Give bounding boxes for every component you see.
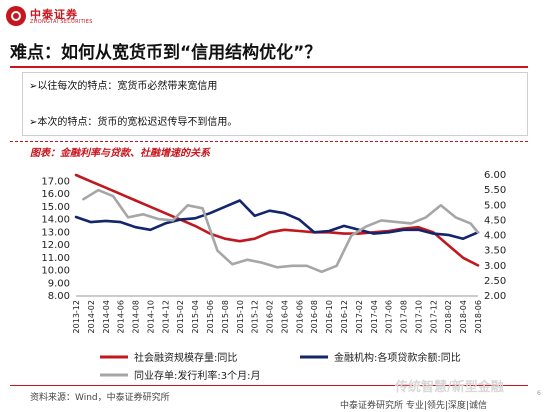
x-axis-tick-label: 2014-04 [102,300,111,333]
left-axis-tick-label: 9.00 [48,278,70,289]
legend-label-3: 同业存单:发行利率:3个月:月 [134,369,260,382]
series-line-1 [74,173,480,267]
x-axis-tick-label: 2014-10 [146,300,155,333]
x-axis-tick-label: 2016-06 [295,300,304,333]
x-axis-tick-label: 2014-06 [117,300,126,333]
logo-icon [6,6,26,26]
footer-tagline: 中泰证券研究所 专业|领先|深度|诚信 [340,401,487,411]
watermark: 传统智慧/新型金融 [395,380,504,395]
source-note: 资料来源：Wind，中泰证券研究所 [30,393,170,403]
left-axis-tick-label: 12.00 [41,240,70,251]
series-line-2 [74,199,480,240]
x-axis-tick-label: 2016-12 [340,300,349,333]
slide-title: 难点：如何从宽货币到“信用结构优化”？ [10,43,322,63]
legend-label-1: 社会融资规模存量:同比 [134,351,237,364]
x-axis-tick-label: 2018-06 [474,300,483,333]
left-axis-tick-label: 15.00 [41,202,70,213]
x-axis-tick-label: 2015-10 [236,300,245,333]
bullet-item: ➢以往每次的特点：宽货币必然带来宽信用 [29,81,218,92]
x-axis-tick-label: 2016-02 [266,300,275,333]
x-axis-tick-label: 2015-08 [221,300,230,333]
left-axis-tick-label: 16.00 [41,189,70,200]
x-axis-tick-label: 2017-10 [414,300,423,333]
bullet-item: ➢本次的特点：货币的宽松迟迟传导不到信用。 [29,117,238,128]
x-axis-tick-label: 2017-06 [385,300,394,333]
figure-divider [10,141,528,142]
bullet-box: ➢以往每次的特点：宽货币必然带来宽信用 ➢本次的特点：货币的宽松迟迟传导不到信用… [22,72,528,136]
x-axis-tick-label: 2016-04 [280,300,289,333]
x-axis-tick-label: 2014-08 [132,300,141,333]
x-axis-tick-label: 2015-04 [191,300,200,333]
right-axis-tick-label: 3.00 [484,261,506,272]
header-bar: 中泰证券 ZHONGTAI SECURITIES [0,0,550,28]
x-axis-tick-label: 2014-02 [87,300,96,333]
x-axis-tick-label: 2018-02 [444,300,453,333]
x-axis-tick-label: 2015-06 [206,300,215,333]
right-axis-tick-label: 5.50 [484,185,506,196]
left-axis-tick-label: 17.00 [41,176,70,187]
company-logo: 中泰证券 ZHONGTAI SECURITIES [6,6,121,28]
logo-subtitle: ZHONGTAI SECURITIES [30,19,93,25]
page-number: 6 [537,390,541,397]
right-axis-tick-label: 2.00 [484,291,506,302]
x-axis-tick-label: 2013-12 [72,300,81,333]
right-axis-tick-label: 6.00 [484,170,506,181]
left-axis-tick-label: 13.00 [41,227,70,238]
right-axis-tick-label: 4.00 [484,231,506,242]
right-axis-tick-label: 4.50 [484,215,506,226]
legend-label-2: 金融机构:各项贷款余额:同比 [334,351,461,364]
x-axis-tick-label: 2016-10 [325,300,334,333]
right-axis-tick-label: 5.00 [484,200,506,211]
title-divider [10,66,528,68]
x-axis-tick-label: 2017-08 [400,300,409,333]
x-axis-tick-label: 2017-04 [370,300,379,333]
x-axis-tick-label: 2015-02 [176,300,185,333]
series-line-3 [82,188,480,274]
right-axis-tick-label: 3.50 [484,246,506,257]
left-axis-tick-label: 14.00 [41,215,70,226]
right-axis-tick-label: 2.50 [484,276,506,287]
left-axis-tick-label: 11.00 [41,253,70,264]
left-axis-tick-label: 10.00 [41,266,70,277]
x-axis-tick-label: 2014-12 [161,300,170,333]
x-axis-tick-label: 2015-12 [251,300,260,333]
figure-title: 图表：金融利率与贷款、社融增速的关系 [30,148,210,159]
x-axis-tick-label: 2018-04 [459,300,468,333]
left-axis-tick-label: 8.00 [48,291,70,302]
x-axis-tick-label: 2016-08 [310,300,319,333]
logo-name: 中泰证券 [30,8,78,21]
x-axis-tick-label: 2017-02 [355,300,364,333]
x-axis-tick-label: 2017-12 [429,300,438,333]
footer-divider [10,385,528,386]
